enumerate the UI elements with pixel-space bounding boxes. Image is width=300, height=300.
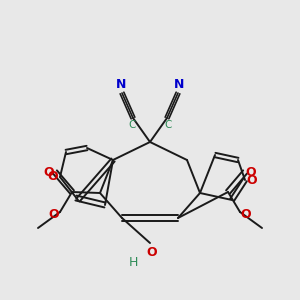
Text: O: O bbox=[246, 166, 256, 178]
Text: C: C bbox=[164, 120, 172, 130]
Text: C: C bbox=[128, 120, 136, 130]
Text: O: O bbox=[48, 170, 58, 184]
Text: N: N bbox=[116, 78, 126, 91]
Text: H: H bbox=[129, 256, 138, 269]
Text: O: O bbox=[49, 208, 59, 220]
Text: O: O bbox=[247, 173, 257, 187]
Text: N: N bbox=[174, 78, 184, 91]
Text: O: O bbox=[147, 246, 157, 259]
Text: O: O bbox=[241, 208, 251, 220]
Text: O: O bbox=[44, 166, 54, 178]
